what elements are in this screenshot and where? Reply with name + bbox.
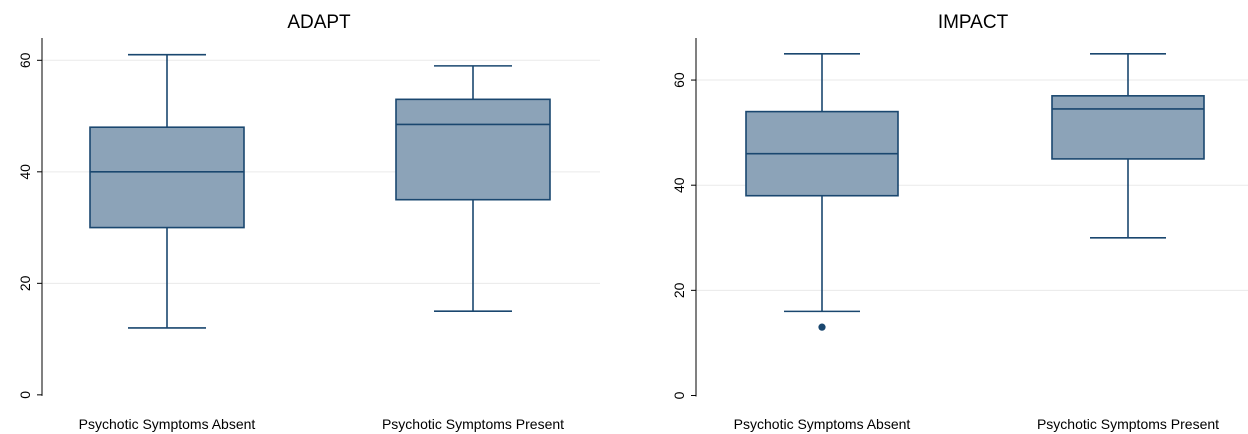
adapt-y-tick-label: 0 <box>17 391 33 399</box>
adapt-category-label: Psychotic Symptoms Present <box>382 416 564 432</box>
adapt-title: ADAPT <box>287 12 351 33</box>
impact-title: IMPACT <box>938 12 1009 33</box>
impact-box-1 <box>1051 52 1205 239</box>
impact-y-tick-label: 40 <box>671 177 687 193</box>
impact-category-label: Psychotic Symptoms Present <box>1037 416 1219 432</box>
outlier-point <box>818 323 826 331</box>
impact-y-tick-label: 60 <box>671 72 687 88</box>
adapt-box-1 <box>395 65 551 313</box>
iqr-box <box>89 126 245 229</box>
adapt-y-tick-label: 20 <box>17 275 33 291</box>
impact-box-0 <box>745 52 899 331</box>
impact-category-label: Psychotic Symptoms Absent <box>734 416 911 432</box>
impact-y-tick-label: 0 <box>671 391 687 399</box>
adapt-y-tick-label: 60 <box>17 52 33 68</box>
adapt-category-label: Psychotic Symptoms Absent <box>79 416 256 432</box>
iqr-box <box>395 98 551 201</box>
impact-y-tick-label: 20 <box>671 282 687 298</box>
adapt-y-tick-label: 40 <box>17 164 33 180</box>
adapt-panel: ADAPT 0 20 40 60 Psychotic Symptoms Absent Ps… <box>17 12 600 432</box>
impact-panel: IMPACT 0 20 40 60 Psychotic Symptoms Absent P… <box>671 12 1248 432</box>
iqr-box <box>1051 95 1205 160</box>
adapt-box-0 <box>89 53 245 329</box>
